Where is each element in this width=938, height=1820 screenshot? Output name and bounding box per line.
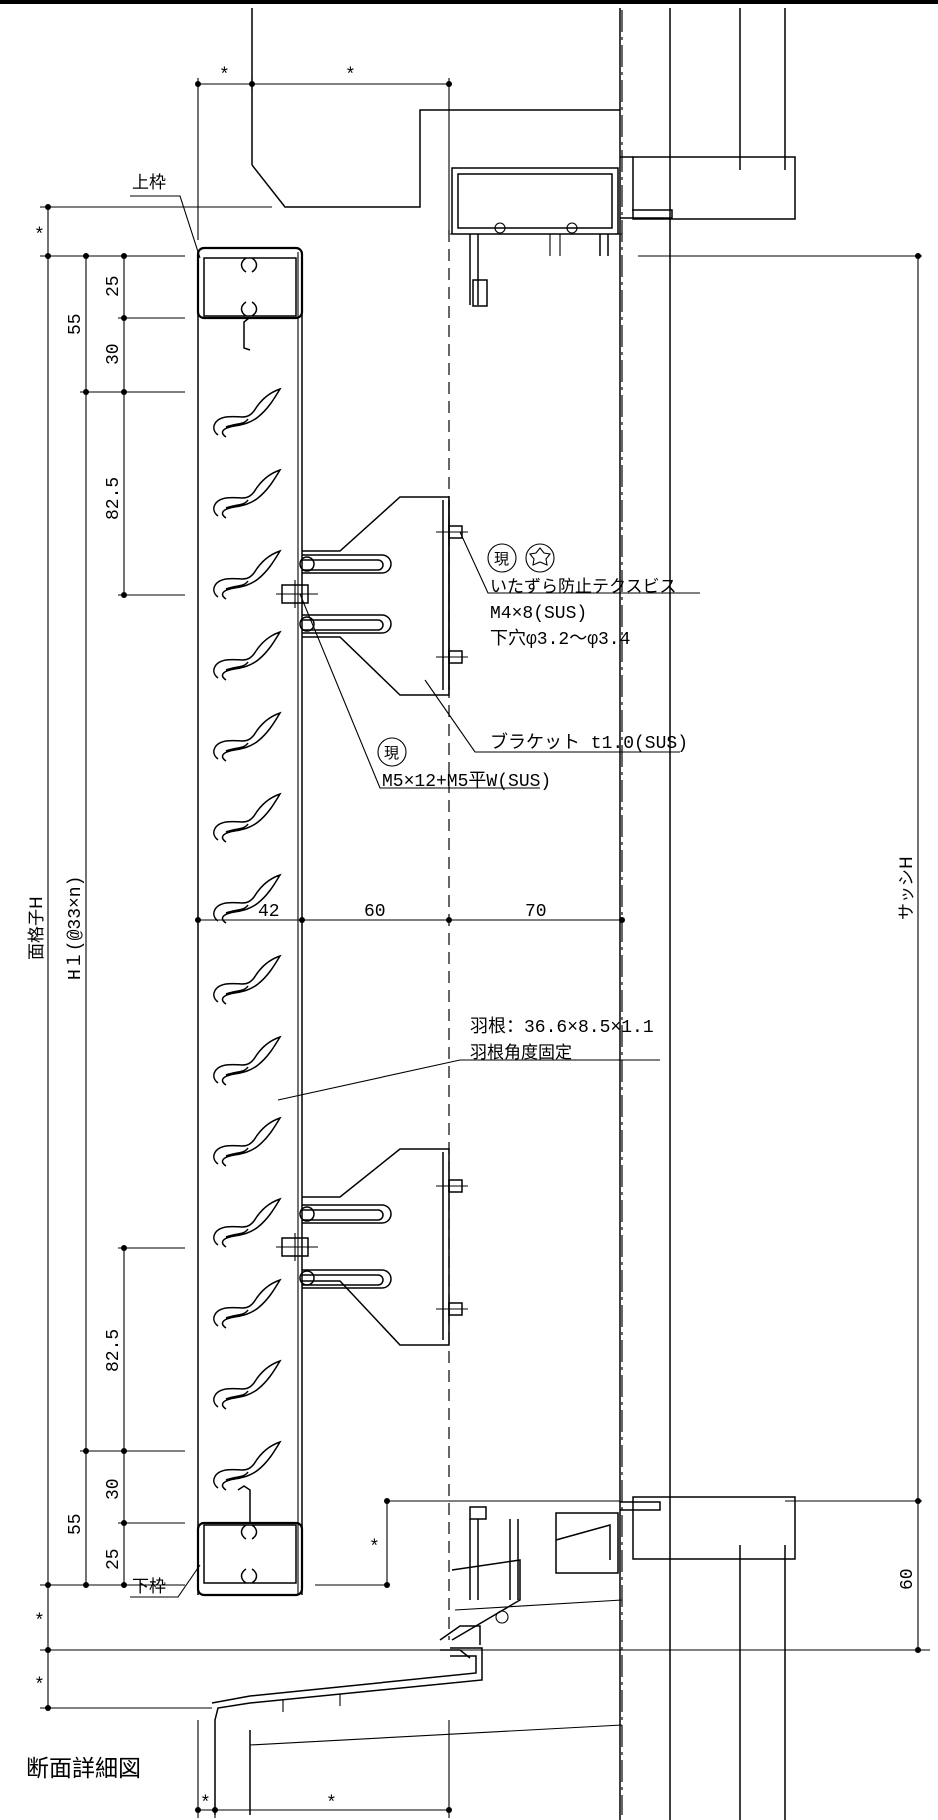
asterisk-left-bottom1: * <box>34 1612 45 1632</box>
dim-55-bottom: 55 <box>66 1513 86 1535</box>
top-sash-profile <box>450 156 796 307</box>
screw-name: いたずら防止テクスビス <box>490 577 677 597</box>
bottom-frame-section <box>196 1485 304 1597</box>
lattice-height-label: 面格子H <box>27 896 47 960</box>
genba-circle-2 <box>377 737 407 767</box>
leader-lines <box>130 195 700 1598</box>
asterisk-sill: * <box>369 1538 380 1558</box>
asterisk-top-right: * <box>345 66 356 86</box>
lattice-body <box>197 252 303 1595</box>
pilot-hole: 下穴φ3.2～φ3.4 <box>490 628 630 650</box>
top-frame-label: 上枠 <box>132 173 166 193</box>
louver-blade <box>213 630 282 681</box>
genba-mark-1: 現 <box>494 550 509 568</box>
drawing-title: 断面詳細図 <box>26 1756 141 1782</box>
louver-blade <box>213 1440 282 1491</box>
torx-icon <box>525 543 555 573</box>
louver-blade <box>213 549 282 600</box>
louver-blade <box>213 1278 282 1329</box>
genba-mark-2: 現 <box>384 744 399 762</box>
louver-blade <box>213 468 282 519</box>
asterisk-bottom-right: * <box>326 1794 337 1814</box>
dim-60: 60 <box>364 902 386 922</box>
louver-blade <box>213 1359 282 1410</box>
bottom-sash-profile <box>439 1496 796 1659</box>
screw-size: M4×8(SUS) <box>490 604 587 624</box>
dimension-lines <box>40 78 930 1818</box>
asterisk-bottom-left: * <box>200 1794 211 1814</box>
dim-70: 70 <box>525 902 547 922</box>
dim-25-bottom: 25 <box>104 1548 124 1570</box>
blade-label: 羽根：36.6×8.5×1.1 <box>470 1016 654 1038</box>
dim-30-bottom: 30 <box>104 1478 124 1500</box>
genba-circle-1 <box>487 543 517 573</box>
bracket-label: ブラケット t1.0(SUS) <box>490 731 688 754</box>
louver-blade <box>213 954 282 1005</box>
dim-82-5-top: 82.5 <box>104 477 124 520</box>
louver-blade <box>213 1035 282 1086</box>
louver-blade <box>213 873 282 924</box>
louver-blade <box>213 1116 282 1167</box>
dim-25-top: 25 <box>104 275 124 297</box>
dim-42: 42 <box>258 902 280 922</box>
dim-30-top: 30 <box>104 343 124 365</box>
asterisk-top-left: * <box>219 66 230 86</box>
bolt-label: M5×12+M5平W(SUS) <box>382 771 551 792</box>
window-sill <box>211 1647 623 1815</box>
asterisk-left-top: * <box>34 226 45 246</box>
annotations: 上枠 下枠 * * * * * * * * 25 30 55 82.5 82.5… <box>26 66 918 1814</box>
top-frame-section <box>196 246 304 351</box>
louver-blade <box>213 792 282 843</box>
h1-label: H１(@33×n) <box>66 876 86 980</box>
asterisk-left-bottom2: * <box>34 1676 45 1696</box>
blades-group <box>213 387 282 1491</box>
wall-outline <box>200 8 786 1820</box>
dim-82-5-bottom: 82.5 <box>104 1329 124 1372</box>
louver-blade <box>213 711 282 762</box>
torx-star <box>528 547 552 566</box>
blade-fixed-label: 羽根角度固定 <box>470 1043 572 1063</box>
dim-55-top: 55 <box>66 313 86 335</box>
bottom-frame-label: 下枠 <box>132 1577 166 1597</box>
dim-60-right: 60 <box>898 1568 918 1590</box>
lower-bracket <box>276 1148 468 1346</box>
louver-blade <box>213 1197 282 1248</box>
louver-blade <box>213 387 282 438</box>
upper-bracket <box>276 496 468 696</box>
sash-height-label: サッシH <box>897 856 917 920</box>
